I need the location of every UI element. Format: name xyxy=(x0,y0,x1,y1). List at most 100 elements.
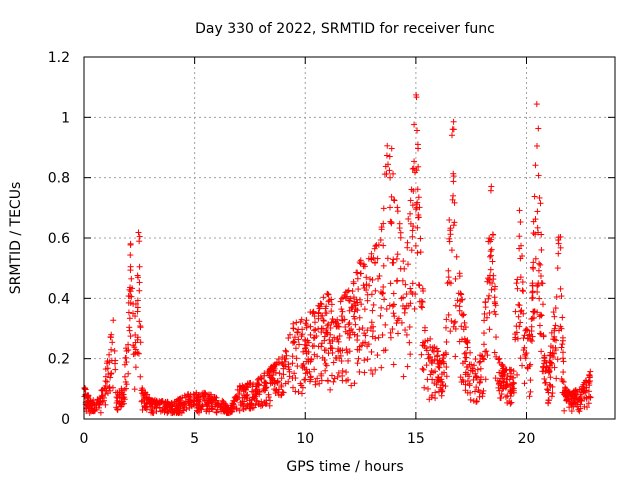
data-point xyxy=(380,220,387,227)
data-point xyxy=(546,381,553,388)
data-point xyxy=(364,327,371,334)
data-point xyxy=(324,322,331,329)
data-point xyxy=(473,373,480,380)
data-point xyxy=(368,348,375,355)
data-point xyxy=(409,290,416,297)
data-point xyxy=(359,325,366,332)
data-point xyxy=(354,275,361,282)
data-point xyxy=(229,403,236,410)
data-point xyxy=(368,250,375,257)
data-point xyxy=(389,303,396,310)
data-point xyxy=(271,362,278,369)
data-point xyxy=(393,278,400,285)
data-point xyxy=(142,389,149,396)
data-point xyxy=(446,216,453,223)
data-point xyxy=(462,387,469,394)
data-point xyxy=(368,319,375,326)
data-point xyxy=(448,247,455,254)
data-point xyxy=(350,280,357,287)
data-point xyxy=(220,406,227,413)
data-point xyxy=(125,370,132,377)
data-point xyxy=(307,323,314,330)
data-point xyxy=(298,316,305,323)
data-point xyxy=(318,312,325,319)
data-point xyxy=(252,393,259,400)
data-point xyxy=(199,390,206,397)
data-point xyxy=(412,242,419,249)
data-point xyxy=(522,351,529,358)
data-point xyxy=(561,407,568,414)
data-point xyxy=(476,389,483,396)
data-point xyxy=(137,322,144,329)
data-point xyxy=(387,174,394,181)
x-tick-label: 20 xyxy=(518,431,536,447)
data-point xyxy=(198,403,205,410)
data-point xyxy=(417,235,424,242)
data-point xyxy=(116,389,123,396)
data-point xyxy=(536,194,543,201)
data-point xyxy=(267,397,274,404)
data-point xyxy=(387,218,394,225)
data-point xyxy=(185,393,192,400)
data-point xyxy=(91,407,98,414)
data-point xyxy=(136,279,143,286)
data-point xyxy=(415,145,422,152)
data-point xyxy=(356,259,363,266)
data-point xyxy=(527,388,534,395)
data-point xyxy=(566,398,573,405)
data-point xyxy=(517,308,524,315)
data-point xyxy=(527,361,534,368)
y-tick-label: 1.2 xyxy=(48,50,70,66)
data-point xyxy=(547,352,554,359)
data-point xyxy=(180,401,187,408)
data-point xyxy=(577,405,584,412)
data-point xyxy=(295,326,302,333)
data-point xyxy=(489,258,496,265)
data-point xyxy=(534,142,541,149)
data-point xyxy=(325,298,332,305)
data-point xyxy=(299,362,306,369)
data-point xyxy=(480,341,487,348)
data-point xyxy=(90,408,97,415)
data-point xyxy=(327,386,334,393)
data-point xyxy=(479,390,486,397)
data-point xyxy=(137,373,144,380)
data-point xyxy=(403,331,410,338)
data-point xyxy=(281,356,288,363)
data-point xyxy=(200,396,207,403)
data-point xyxy=(213,397,220,404)
data-point xyxy=(516,233,523,240)
data-point xyxy=(378,304,385,311)
x-tick-label: 0 xyxy=(80,431,89,447)
data-point xyxy=(404,244,411,251)
data-point xyxy=(134,304,141,311)
data-point xyxy=(452,353,459,360)
data-point xyxy=(529,289,536,296)
data-point xyxy=(390,290,397,297)
data-point xyxy=(121,361,128,368)
data-point xyxy=(118,398,125,405)
data-point xyxy=(360,261,367,268)
data-point xyxy=(390,310,397,317)
data-point xyxy=(337,298,344,305)
data-point xyxy=(460,312,467,319)
data-point xyxy=(528,316,535,323)
data-point xyxy=(219,397,226,404)
data-point xyxy=(520,288,527,295)
data-point xyxy=(178,409,185,416)
data-point xyxy=(502,393,509,400)
data-point xyxy=(302,344,309,351)
data-point xyxy=(473,384,480,391)
data-point xyxy=(335,345,342,352)
data-point xyxy=(349,304,356,311)
data-point xyxy=(504,380,511,387)
data-point xyxy=(233,405,240,412)
data-point xyxy=(294,328,301,335)
data-point xyxy=(434,353,441,360)
data-point xyxy=(318,372,325,379)
data-point xyxy=(429,357,436,364)
data-point xyxy=(541,375,548,382)
data-point xyxy=(559,337,566,344)
data-point xyxy=(163,403,170,410)
data-point xyxy=(553,375,560,382)
